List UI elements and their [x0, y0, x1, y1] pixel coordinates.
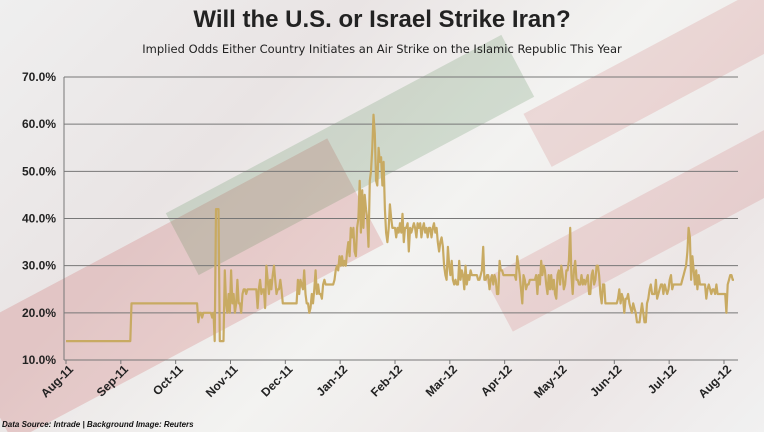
- x-tick-label: May-12: [531, 362, 570, 401]
- x-tick-label: Nov-11: [203, 362, 241, 400]
- x-tick-label: Dec-11: [258, 362, 295, 399]
- x-tick-label: Oct-11: [150, 362, 186, 398]
- y-tick-label: 10.0%: [22, 353, 56, 367]
- y-tick-label: 40.0%: [22, 212, 56, 226]
- y-tick-label: 70.0%: [22, 70, 56, 84]
- x-tick-label: Feb-12: [368, 362, 405, 399]
- x-tick-label: Mar-12: [423, 362, 460, 399]
- data-source-note: Data Source: Intrade | Background Image:…: [2, 420, 194, 429]
- x-tick-label: Sep-11: [94, 362, 131, 399]
- x-tick-label: Aug-12: [695, 362, 734, 401]
- gridlines: [63, 76, 738, 361]
- x-tick-label: Apr-12: [478, 362, 515, 399]
- series-line: [66, 113, 734, 343]
- y-tick-label: 20.0%: [22, 306, 56, 320]
- y-axis-ticks: 10.0% 20.0% 30.0% 40.0% 50.0% 60.0% 70.0%: [22, 70, 56, 367]
- chart-subtitle: Implied Odds Either Country Initiates an…: [142, 42, 622, 56]
- y-tick-label: 30.0%: [22, 259, 56, 273]
- y-tick-label: 50.0%: [22, 164, 56, 178]
- x-tick-label: Jan-12: [313, 362, 350, 399]
- chart-title: Will the U.S. or Israel Strike Iran?: [193, 6, 571, 33]
- x-tick-label: Aug-11: [38, 362, 76, 400]
- x-tick-label: Jun-12: [587, 362, 624, 399]
- x-axis-ticks: Aug-11 Sep-11 Oct-11 Nov-11 Dec-11 Jan-12 Feb-…: [38, 360, 734, 401]
- y-tick-label: 60.0%: [22, 117, 56, 131]
- x-tick-label: Jul-12: [645, 362, 680, 397]
